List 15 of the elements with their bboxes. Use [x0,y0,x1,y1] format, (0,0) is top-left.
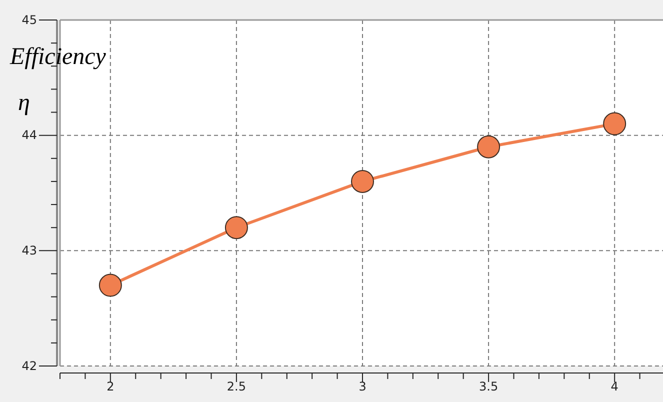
point [98,274,122,297]
x-tick-label: 3.5 [478,379,498,394]
point [603,112,626,136]
y-axis-title: Efficiency η [9,44,106,116]
x-tick-label: 2.5 [226,379,246,394]
point [351,170,374,193]
x-tick-label: 2 [106,379,114,394]
y-tick-label: 45 [22,12,37,27]
y-tick-label: 44 [22,128,37,142]
y-tick-label: 42 [22,358,37,373]
point [224,216,248,240]
y-tick-label: 43 [22,244,37,258]
x-tick-label: 3 [358,379,366,394]
point [477,135,500,158]
x-tick-label: 4 [610,379,618,394]
